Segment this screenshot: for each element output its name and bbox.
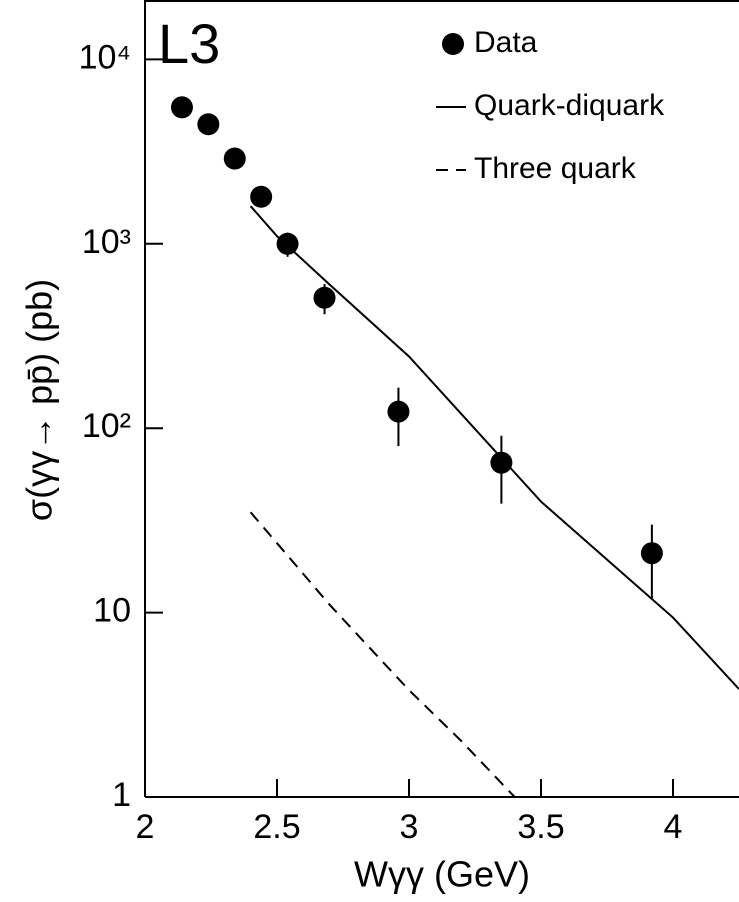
- data-point: [640, 542, 663, 565]
- y-tick-label: 1: [112, 776, 131, 814]
- y-tick-label: 10³: [82, 223, 131, 261]
- data-point: [276, 232, 299, 255]
- x-tick-label: 4: [664, 808, 683, 846]
- data-point: [490, 451, 513, 474]
- data-point: [170, 96, 193, 119]
- data-point: [313, 286, 336, 309]
- x-tick-label: 3.5: [517, 808, 564, 846]
- data-point: [250, 185, 273, 208]
- y-axis-title: σ(γγ→ pp̄) (pb): [19, 279, 60, 521]
- legend-label: Three quark: [474, 152, 637, 185]
- data-point: [197, 113, 220, 136]
- plot-area: [170, 96, 739, 797]
- x-axis-title: Wγγ (GeV): [354, 854, 530, 895]
- annotation: L3: [158, 12, 220, 75]
- curve: [249, 511, 516, 797]
- legend-marker: [442, 33, 464, 55]
- x-tick-label: 2: [136, 808, 155, 846]
- x-tick-label: 3: [400, 808, 419, 846]
- curve: [249, 205, 739, 690]
- y-tick-label: 10⁴: [79, 38, 131, 76]
- y-tick-label: 10²: [82, 407, 131, 445]
- legend-label: Data: [474, 26, 538, 59]
- y-tick-label: 10: [93, 592, 131, 630]
- legend-label: Quark-diquark: [474, 89, 665, 122]
- x-tick-label: 2.5: [253, 808, 300, 846]
- data-point: [223, 147, 246, 170]
- data-point: [387, 400, 410, 423]
